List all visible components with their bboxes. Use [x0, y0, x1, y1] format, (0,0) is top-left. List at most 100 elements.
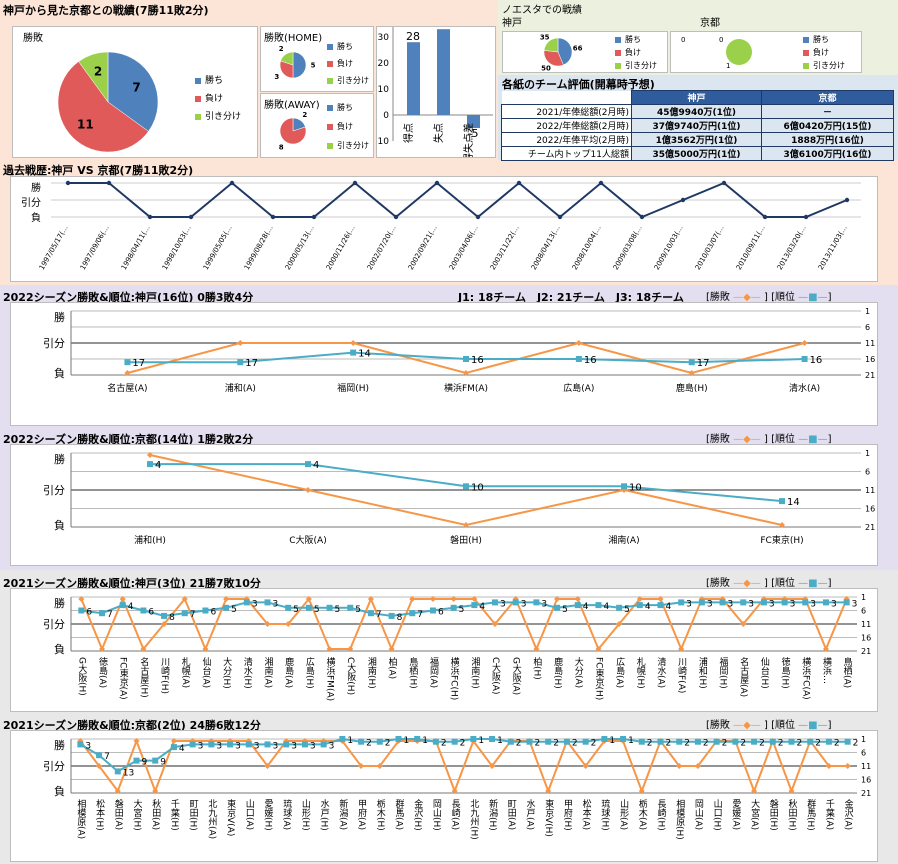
- rank-label: 2: [834, 739, 840, 749]
- rank-label: 2: [385, 739, 391, 749]
- rank-point: [181, 610, 188, 617]
- history-xlabel: 1999/08/28(…: [243, 224, 275, 271]
- rank-point: [470, 736, 477, 742]
- nq-lose-label: 1: [726, 62, 730, 70]
- rank-point: [152, 757, 159, 764]
- result-point: [347, 646, 354, 652]
- rank-point: [376, 738, 383, 745]
- win-slice: [292, 51, 307, 79]
- bar-tick: 10: [378, 85, 390, 95]
- result-point: [595, 646, 602, 652]
- home-legend-win: 勝ち: [327, 41, 353, 52]
- bar-2: [467, 115, 480, 128]
- rank-label: 1: [628, 736, 634, 746]
- lose-label: 3: [274, 73, 279, 81]
- rank-point: [320, 741, 327, 748]
- s2021-kobe-box: 1 6 11 16 21 勝引分負 6 7 4 6 8 7 6 5 3 3 5 5 5 5 7 8 7 6 5 4 3 3 3 5 4 4 5 4…: [10, 588, 878, 712]
- category-label: 鳥栖(A): [842, 656, 853, 688]
- result-point: [305, 596, 312, 602]
- home-legend-lose: 負け: [327, 58, 353, 69]
- category-label: 湘南(H): [469, 656, 480, 689]
- draw-slice: [280, 51, 294, 66]
- rank-label: 16: [471, 355, 484, 366]
- rank-tick: 1: [865, 307, 870, 316]
- history-point: [803, 214, 809, 220]
- rank-point: [843, 599, 850, 606]
- category-label: 金沢(A): [843, 798, 854, 830]
- rank-point: [99, 610, 106, 617]
- nq-win-label: 0: [681, 36, 685, 44]
- bar-category: 失点: [432, 123, 445, 143]
- category-label: 山形(A): [618, 799, 629, 830]
- rank-label: 2: [591, 739, 597, 749]
- rank-label: 2: [778, 739, 784, 749]
- history-xlabel: 2008/10/04(…: [571, 224, 603, 271]
- season-ylabel: 勝: [54, 738, 65, 752]
- rank-point: [760, 599, 767, 606]
- rank-label: 7: [104, 752, 110, 762]
- category-label: 東京V(H): [543, 798, 554, 837]
- result-point: [305, 487, 311, 493]
- history-point: [147, 214, 153, 220]
- result-point: [678, 646, 685, 652]
- history-point: [639, 214, 645, 220]
- bar-tick: -10: [377, 137, 389, 147]
- season-ylabel: 勝: [54, 310, 65, 324]
- result-point: [78, 596, 85, 602]
- rank-label: 2: [553, 739, 559, 749]
- rank-point: [414, 736, 421, 742]
- rank-label: 5: [459, 605, 465, 615]
- category-label: 甲府(H): [562, 799, 573, 831]
- history-chart-box: 勝引分負 1997/05/17(… 1997/09/06(… 1998/04/11(……: [10, 176, 878, 282]
- rank-point: [429, 607, 436, 614]
- category-label: 福岡(H): [337, 382, 369, 394]
- rank-point: [463, 356, 469, 362]
- rank-point: [616, 604, 623, 611]
- rank-label: 14: [358, 349, 371, 360]
- rank-label: 6: [210, 608, 216, 618]
- rank-label: 3: [810, 599, 816, 609]
- rank-point: [601, 736, 608, 742]
- noesta-kyoto-box: 0 0 1 勝ち 負け 引き分け: [670, 31, 862, 73]
- nq-draw-label: 0: [719, 36, 723, 44]
- result-point: [779, 522, 785, 528]
- lose-slice: [279, 117, 307, 145]
- rank-label: 10: [629, 482, 642, 493]
- history-xlabel: 2013/03/20(…: [776, 224, 808, 271]
- rank-label: 3: [707, 599, 713, 609]
- rank-label: 5: [562, 605, 568, 615]
- win-label: 66: [573, 44, 583, 52]
- category-label: 名古屋(A): [107, 382, 147, 394]
- rank-label: 1: [404, 736, 410, 746]
- rank-label: 4: [645, 602, 651, 612]
- rank-point: [698, 599, 705, 606]
- history-xlabel: 2008/04/13(…: [530, 224, 562, 271]
- eval-title: 各紙のチーム評価(開幕時予想): [502, 78, 655, 91]
- category-label: 川崎F(A): [676, 657, 687, 693]
- history-point: [475, 214, 481, 220]
- eval-table: 神戸 京都 2021/年俸総額(2月時) 45億9940万(1位) － 2022/年俸…: [501, 90, 894, 161]
- category-label: 大分(H): [221, 656, 232, 689]
- category-label: 千葉(H): [169, 799, 180, 831]
- bar-category: 得失点差: [462, 123, 475, 157]
- result-point: [326, 646, 333, 652]
- rank-point: [779, 498, 785, 505]
- result-point: [545, 788, 552, 794]
- rank-point: [621, 483, 627, 490]
- rank-label: 2: [703, 739, 709, 749]
- rank-point: [492, 599, 499, 606]
- category-label: 清水(A): [789, 382, 820, 394]
- category-label: 鹿島(A): [283, 656, 294, 688]
- rank-point: [119, 602, 126, 609]
- result-point: [533, 646, 540, 652]
- rank-tick: 11: [861, 620, 871, 629]
- history-xlabel: 2010/09/11(…: [735, 224, 767, 271]
- nq-legend-draw: 引き分け: [803, 60, 845, 71]
- history-xlabel: 2000/05/13(…: [284, 224, 316, 271]
- category-label: 清水(H): [242, 656, 253, 689]
- rank-point: [451, 738, 458, 745]
- result-point: [114, 788, 121, 794]
- rank-label: 2: [722, 739, 728, 749]
- win-label: 5: [311, 61, 316, 69]
